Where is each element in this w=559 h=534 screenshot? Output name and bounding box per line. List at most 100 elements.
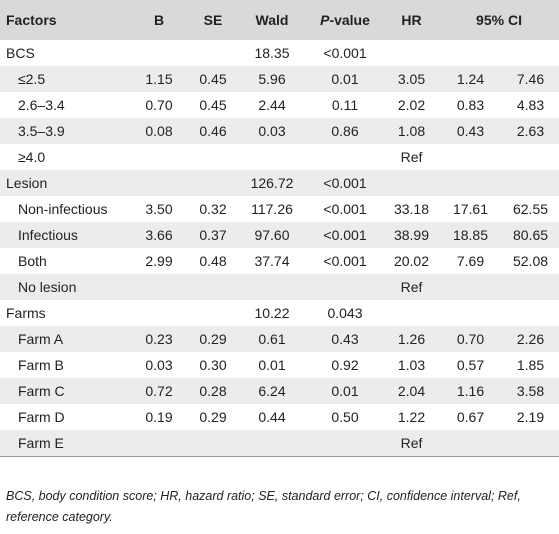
cell-ci-low: 18.85 xyxy=(452,227,489,243)
cell-b: 0.08 xyxy=(145,123,173,139)
header-factors: Factors xyxy=(6,12,57,28)
cell-se xyxy=(188,40,238,66)
cell-wald: 97.60 xyxy=(254,227,290,243)
cell-hr: 38.99 xyxy=(393,227,430,243)
cell-b xyxy=(130,170,188,196)
cell-label: No lesion xyxy=(18,279,77,295)
cell-label: Both xyxy=(18,253,47,269)
cell-hr: Ref xyxy=(400,279,423,295)
cell-se: 0.28 xyxy=(199,383,227,399)
cell-wald: 0.61 xyxy=(258,331,286,347)
cell-se xyxy=(188,144,238,170)
cell-wald xyxy=(238,144,306,170)
cell-p xyxy=(306,430,384,457)
cell-se: 0.32 xyxy=(199,201,227,217)
cell-b xyxy=(130,274,188,300)
cell-p: 0.50 xyxy=(331,409,359,425)
header-se: SE xyxy=(203,12,223,28)
cell-wald: 0.44 xyxy=(258,409,286,425)
cell-ci-low: 7.69 xyxy=(456,253,485,269)
cell-wald: 37.74 xyxy=(254,253,290,269)
cell-p: 0.43 xyxy=(331,331,359,347)
cell-b xyxy=(130,430,188,457)
cell-hr: Ref xyxy=(400,149,423,165)
header-wald: Wald xyxy=(255,12,289,28)
cell-ci-low xyxy=(439,40,502,66)
cell-hr: 1.22 xyxy=(397,409,426,425)
cell-label: Farm A xyxy=(18,331,64,347)
cell-ci-high xyxy=(502,274,559,300)
cell-wald: 0.01 xyxy=(258,357,286,373)
cell-ci-low: 1.24 xyxy=(456,71,485,87)
cell-p: 0.01 xyxy=(331,383,359,399)
cell-ci-high: 62.55 xyxy=(512,201,549,217)
cell-p: <0.001 xyxy=(323,45,367,61)
cell-label: Lesion xyxy=(6,175,48,191)
cell-b xyxy=(130,144,188,170)
table-row: 3.5–3.9 0.08 0.46 0.03 0.86 1.08 0.43 2.63 xyxy=(0,118,559,144)
cell-p: 0.86 xyxy=(331,123,359,139)
table-row: Farm A 0.23 0.29 0.61 0.43 1.26 0.70 2.26 xyxy=(0,326,559,352)
cell-se: 0.46 xyxy=(199,123,227,139)
cell-hr: 1.03 xyxy=(397,357,426,373)
table-body: BCS 18.35 <0.001 ≤2.5 1.15 0.45 5.96 0.01 3.05 1.… xyxy=(0,40,559,457)
cell-b: 2.99 xyxy=(145,253,173,269)
cell-p: 0.11 xyxy=(331,97,359,113)
cell-hr: Ref xyxy=(384,430,439,457)
cell-se xyxy=(188,274,238,300)
cell-wald xyxy=(238,274,306,300)
cell-hr: 20.02 xyxy=(393,253,430,269)
cell-b xyxy=(130,40,188,66)
table-row: BCS 18.35 <0.001 xyxy=(0,40,559,66)
cell-wald: 10.22 xyxy=(254,305,290,321)
cell-label: Farm D xyxy=(18,409,65,425)
table-row: Farms 10.22 0.043 xyxy=(0,300,559,326)
cell-b: 3.66 xyxy=(145,227,173,243)
cell-wald: 0.03 xyxy=(258,123,286,139)
cell-p: 0.043 xyxy=(327,305,363,321)
cell-ci-low: 1.16 xyxy=(456,383,485,399)
cell-ci-high: 2.19 xyxy=(516,409,545,425)
cell-label: Farm C xyxy=(18,383,65,399)
cell-hr: 2.02 xyxy=(397,97,426,113)
cell-b xyxy=(130,300,188,326)
cell-label: Infectious xyxy=(18,227,78,243)
cell-ci-high xyxy=(502,300,559,326)
table-row: ≥4.0 Ref xyxy=(0,144,559,170)
cell-se xyxy=(188,430,238,457)
cell-ci-low: 0.67 xyxy=(456,409,485,425)
cell-ci-high: 3.58 xyxy=(516,383,545,399)
table-row: Both 2.99 0.48 37.74 <0.001 20.02 7.69 52.08 xyxy=(0,248,559,274)
cell-wald: 126.72 xyxy=(250,175,294,191)
results-table: Factors B SE Wald P-value HR 95% CI BCS 1… xyxy=(0,0,559,457)
cell-ci-high: 52.08 xyxy=(512,253,549,269)
cell-ci-low xyxy=(439,144,502,170)
cell-p xyxy=(306,274,384,300)
cell-ci-high: 1.85 xyxy=(516,357,545,373)
cell-se xyxy=(188,300,238,326)
results-table-container: Factors B SE Wald P-value HR 95% CI BCS 1… xyxy=(0,0,559,457)
cell-ci-low: 0.57 xyxy=(456,357,485,373)
cell-ci-low xyxy=(439,170,502,196)
table-row: ≤2.5 1.15 0.45 5.96 0.01 3.05 1.24 7.46 xyxy=(0,66,559,92)
cell-hr: 3.05 xyxy=(397,71,426,87)
header-b: B xyxy=(153,12,165,28)
header-hr: HR xyxy=(401,12,422,28)
cell-se: 0.29 xyxy=(199,331,227,347)
cell-se: 0.29 xyxy=(199,409,227,425)
cell-wald xyxy=(238,430,306,457)
cell-se: 0.45 xyxy=(199,97,227,113)
cell-ci-high: 2.26 xyxy=(516,331,545,347)
table-row: Farm D 0.19 0.29 0.44 0.50 1.22 0.67 2.19 xyxy=(0,404,559,430)
cell-ci-high: 7.46 xyxy=(516,71,545,87)
cell-ci-low xyxy=(439,274,502,300)
table-row: Infectious 3.66 0.37 97.60 <0.001 38.99 18.85 8… xyxy=(0,222,559,248)
cell-p: 0.92 xyxy=(331,357,359,373)
cell-hr: 1.08 xyxy=(397,123,426,139)
cell-wald: 18.35 xyxy=(254,45,290,61)
cell-hr xyxy=(384,170,439,196)
table-row: 2.6–3.4 0.70 0.45 2.44 0.11 2.02 0.83 4.83 xyxy=(0,92,559,118)
table-row: Lesion 126.72 <0.001 xyxy=(0,170,559,196)
cell-label: 2.6–3.4 xyxy=(18,97,65,113)
cell-ci-high xyxy=(502,40,559,66)
